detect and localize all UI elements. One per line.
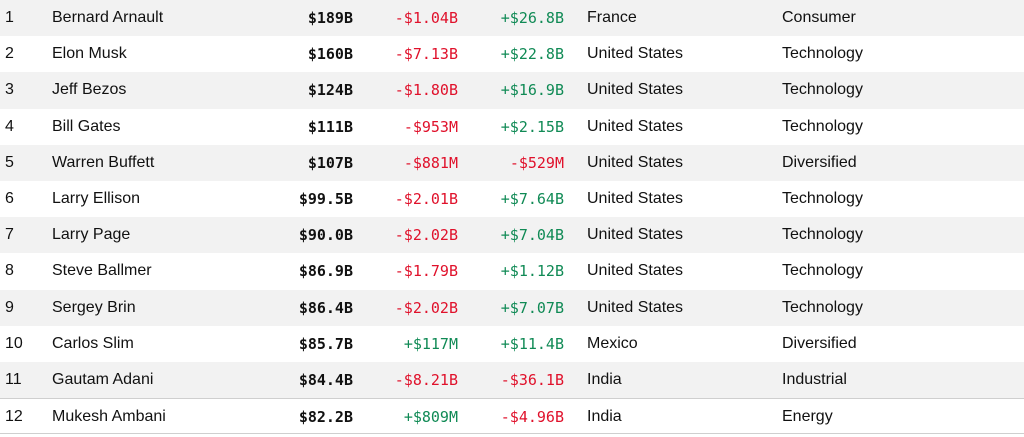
country-cell: Mexico	[587, 334, 638, 352]
name-cell[interactable]: Carlos Slim	[52, 334, 134, 352]
last-change-cell: +$117M	[403, 334, 458, 353]
country-cell: India	[587, 370, 622, 388]
country-cell: France	[587, 9, 637, 26]
table-row[interactable]: 6 Larry Ellison $99.5B -$2.01B +$7.64B U…	[0, 181, 1024, 217]
name-cell[interactable]: Gautam Adani	[52, 370, 154, 388]
last-change-cell: -$2.02B	[394, 226, 458, 245]
country-cell: United States	[587, 153, 684, 171]
table-row[interactable]: 9 Sergey Brin $86.4B -$2.02B +$7.07B Uni…	[0, 289, 1024, 326]
rank-cell: 1	[5, 9, 14, 26]
industry-cell: Energy	[782, 408, 833, 426]
table-row[interactable]: 3 Jeff Bezos $124B -$1.80B +$16.9B Unite…	[0, 72, 1024, 109]
industry-cell: Diversified	[782, 153, 857, 171]
name-cell[interactable]: Elon Musk	[52, 45, 127, 63]
industry-cell: Technology	[782, 45, 863, 63]
ytd-change-cell: +$7.04B	[500, 226, 564, 245]
ytd-change-cell: +$7.07B	[500, 298, 564, 317]
ytd-change-cell: +$11.4B	[500, 334, 564, 353]
ytd-change-cell: +$2.15B	[500, 117, 564, 136]
country-cell: United States	[587, 298, 684, 316]
ytd-change-cell: -$4.96B	[500, 408, 564, 427]
table-row[interactable]: 11 Gautam Adani $84.4B -$8.21B -$36.1B I…	[0, 361, 1024, 399]
net-worth-cell: $160B	[307, 45, 353, 64]
rank-cell: 10	[5, 334, 23, 352]
country-cell: United States	[587, 117, 684, 135]
ytd-change-cell: -$36.1B	[500, 370, 564, 389]
last-change-cell: -$8.21B	[394, 370, 458, 389]
rank-cell: 9	[5, 298, 14, 316]
last-change-cell: -$881M	[403, 153, 458, 172]
ytd-change-cell: +$22.8B	[500, 45, 564, 64]
net-worth-cell: $86.9B	[298, 262, 353, 281]
rank-cell: 8	[5, 262, 14, 280]
name-cell[interactable]: Bernard Arnault	[52, 9, 164, 26]
last-change-cell: -$2.02B	[394, 298, 458, 317]
industry-cell: Technology	[782, 262, 863, 280]
ytd-change-cell: +$26.8B	[500, 9, 564, 27]
rank-cell: 11	[5, 370, 22, 388]
name-cell[interactable]: Mukesh Ambani	[52, 408, 166, 426]
country-cell: United States	[587, 45, 684, 63]
rank-cell: 7	[5, 226, 14, 244]
country-cell: United States	[587, 226, 684, 244]
net-worth-cell: $86.4B	[298, 298, 353, 317]
net-worth-cell: $111B	[307, 117, 353, 136]
industry-cell: Technology	[782, 81, 863, 99]
ytd-change-cell: +$7.64B	[500, 189, 564, 208]
table-row[interactable]: 2 Elon Musk $160B -$7.13B +$22.8B United…	[0, 36, 1024, 72]
net-worth-cell: $90.0B	[298, 226, 353, 245]
name-cell[interactable]: Bill Gates	[52, 117, 121, 135]
industry-cell: Diversified	[782, 334, 857, 352]
industry-cell: Technology	[782, 298, 863, 316]
table-row[interactable]: 12 Mukesh Ambani $82.2B +$809M -$4.96B I…	[0, 398, 1024, 435]
industry-cell: Technology	[782, 226, 863, 244]
rank-cell: 2	[5, 45, 14, 63]
name-cell[interactable]: Steve Ballmer	[52, 262, 152, 280]
ytd-change-cell: -$529M	[509, 153, 564, 172]
table-row[interactable]: 1 Bernard Arnault $189B -$1.04B +$26.8B …	[0, 0, 1024, 37]
net-worth-cell: $189B	[307, 9, 353, 27]
last-change-cell: -$953M	[403, 117, 458, 136]
country-cell: India	[587, 408, 622, 426]
net-worth-cell: $82.2B	[298, 408, 353, 427]
net-worth-cell: $124B	[307, 81, 353, 100]
table-row[interactable]: 10 Carlos Slim $85.7B +$117M +$11.4B Mex…	[0, 326, 1024, 362]
table-row[interactable]: 8 Steve Ballmer $86.9B -$1.79B +$1.12B U…	[0, 253, 1024, 289]
table-row[interactable]: 7 Larry Page $90.0B -$2.02B +$7.04B Unit…	[0, 217, 1024, 254]
ytd-change-cell: +$1.12B	[500, 262, 564, 281]
last-change-cell: -$7.13B	[394, 45, 458, 64]
name-cell[interactable]: Larry Page	[52, 226, 131, 244]
last-change-cell: -$1.80B	[394, 81, 458, 100]
country-cell: United States	[587, 189, 684, 207]
name-cell[interactable]: Warren Buffett	[52, 153, 155, 171]
last-change-cell: -$1.04B	[394, 9, 458, 27]
country-cell: United States	[587, 81, 684, 99]
industry-cell: Industrial	[782, 370, 847, 388]
table-row[interactable]: 4 Bill Gates $111B -$953M +$2.15B United…	[0, 109, 1024, 145]
net-worth-cell: $84.4B	[298, 370, 353, 389]
net-worth-cell: $99.5B	[298, 189, 353, 208]
country-cell: United States	[587, 262, 684, 280]
ytd-change-cell: +$16.9B	[500, 81, 564, 100]
name-cell[interactable]: Jeff Bezos	[52, 81, 127, 99]
rank-cell: 3	[5, 81, 14, 99]
rank-cell: 5	[5, 153, 14, 171]
net-worth-cell: $107B	[307, 153, 353, 172]
net-worth-cell: $85.7B	[298, 334, 353, 353]
name-cell[interactable]: Sergey Brin	[52, 298, 136, 316]
name-cell[interactable]: Larry Ellison	[52, 189, 141, 207]
rank-cell: 4	[5, 117, 14, 135]
last-change-cell: -$2.01B	[394, 189, 458, 208]
last-change-cell: -$1.79B	[394, 262, 458, 281]
table-row[interactable]: 5 Warren Buffett $107B -$881M -$529M Uni…	[0, 144, 1024, 181]
industry-cell: Technology	[782, 117, 863, 135]
rank-cell: 12	[5, 408, 23, 426]
industry-cell: Technology	[782, 189, 863, 207]
industry-cell: Consumer	[782, 9, 856, 26]
last-change-cell: +$809M	[403, 408, 458, 427]
rank-cell: 6	[5, 189, 14, 207]
